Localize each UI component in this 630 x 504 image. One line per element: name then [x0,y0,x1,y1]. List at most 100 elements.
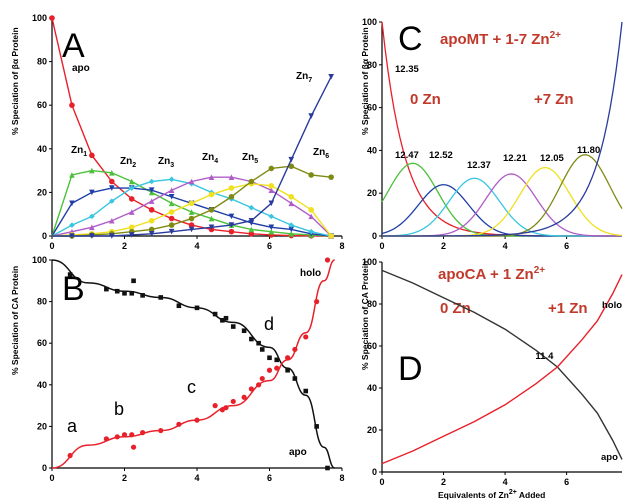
y-tick-label: 40 [37,144,47,154]
data-point-zn7 [208,224,215,231]
label-zn6: Zn6 [313,147,329,160]
data-point-apo [303,388,309,394]
data-point-holo [285,355,291,361]
data-point-zn5 [208,191,215,198]
data-point-apo [249,336,254,342]
data-point-zn2 [288,226,295,233]
y-tick-label: 0 [372,231,377,241]
data-point-apo [140,293,145,298]
panel-c-right-label: +7 Zn [534,91,574,108]
data-point-apo [241,328,247,334]
data-point-zn6 [308,172,314,178]
data-point-zn3 [248,204,255,211]
label-holo: holo [602,300,622,311]
data-point-zn6 [248,178,255,185]
y-tick-label: 40 [37,380,47,390]
label-zn5: Zn5 [242,152,258,165]
data-point-holo [314,299,320,305]
data-point-zn4 [268,187,275,194]
data-point-zn6 [268,165,275,172]
data-point-holo [256,382,262,388]
data-point-holo [230,398,236,405]
data-point-apo [194,305,200,311]
data-point-apo [128,196,135,202]
y-tick-label: 20 [367,425,377,435]
species-curve-7 [381,21,623,237]
data-point-zn4 [228,174,235,180]
pk-label-4: 12.21 [503,153,527,164]
data-point-apo [109,178,115,185]
data-point-zn1 [89,167,95,174]
data-point-zn6 [228,193,235,200]
data-point-zn4 [128,209,135,215]
pk-label-3: 12.37 [467,160,491,171]
label-zn2: Zn2 [120,156,136,169]
data-point-holo [130,444,137,450]
y-tick-label: 80 [367,299,377,309]
data-point-apo [223,315,229,321]
data-point-zn2 [168,193,175,200]
panel-c-ylabel: % Speciation of βα Protein [360,27,370,135]
data-point-apo [228,228,235,235]
data-point-zn3 [89,213,95,220]
data-point-zn6 [168,222,175,228]
panel-d-right-label: +1 Zn [548,300,588,317]
data-point-zn6 [188,215,195,222]
data-point-zn2 [228,213,235,220]
label-a: a [67,416,78,436]
data-point-zn1 [109,169,115,176]
species-curve-1 [381,162,622,237]
data-point-holo [241,394,247,400]
data-point-apo [131,278,136,284]
data-point-zn7 [188,226,195,233]
crossing-label: 11.4 [535,351,554,362]
data-point-apo [212,311,218,317]
x-tick-label: 6 [267,241,272,251]
data-point-zn3 [288,222,295,228]
data-point-apo [104,286,109,292]
data-point-holo [259,375,265,382]
x-tick-label: 2 [122,473,127,483]
data-point-zn3 [308,228,314,235]
data-point-zn1 [69,172,75,178]
data-point-holo [292,346,298,353]
x-tick-label: 4 [194,241,199,251]
data-point-zn6 [148,226,155,233]
data-point-apo [67,272,73,277]
panel-a-letter: A [62,27,85,65]
data-point-zn7 [168,228,175,235]
species-curve-2 [381,184,622,237]
pk-label-1: 12.47 [395,150,419,161]
data-point-zn5 [168,209,175,215]
data-point-zn3 [148,178,155,185]
panel-c-left-label: 0 Zn [410,91,441,108]
data-point-apo [285,367,290,373]
data-point-zn1 [188,209,195,215]
panel-d-title: apoCA + 1 Zn2+ [438,265,545,283]
label-d: d [264,314,274,334]
data-point-apo [129,290,135,296]
data-point-apo [148,207,155,213]
data-point-apo [188,222,195,228]
data-point-holo [274,365,280,371]
data-point-zn4 [148,198,155,204]
x-tick-label: 0 [379,477,384,487]
x-tick-label: 2 [122,241,127,251]
data-point-zn6 [328,174,334,180]
y-tick-label: 100 [362,257,377,267]
x-tick-label: 0 [379,241,384,251]
data-point-zn1 [268,228,275,235]
data-point-zn5 [328,233,334,239]
data-point-apo [274,357,280,363]
panel-d-left-label: 0 Zn [440,300,471,317]
data-point-zn4 [89,224,95,231]
x-tick-label: 2 [441,477,446,487]
data-point-zn7 [128,232,135,238]
data-point-zn5 [148,217,155,224]
data-point-holo [121,432,128,438]
data-point-zn7 [288,156,295,163]
pk-label-6: 11.80 [577,145,600,156]
label-zn7: Zn7 [296,71,312,84]
data-point-zn7 [228,222,235,228]
data-point-zn2 [268,224,275,231]
